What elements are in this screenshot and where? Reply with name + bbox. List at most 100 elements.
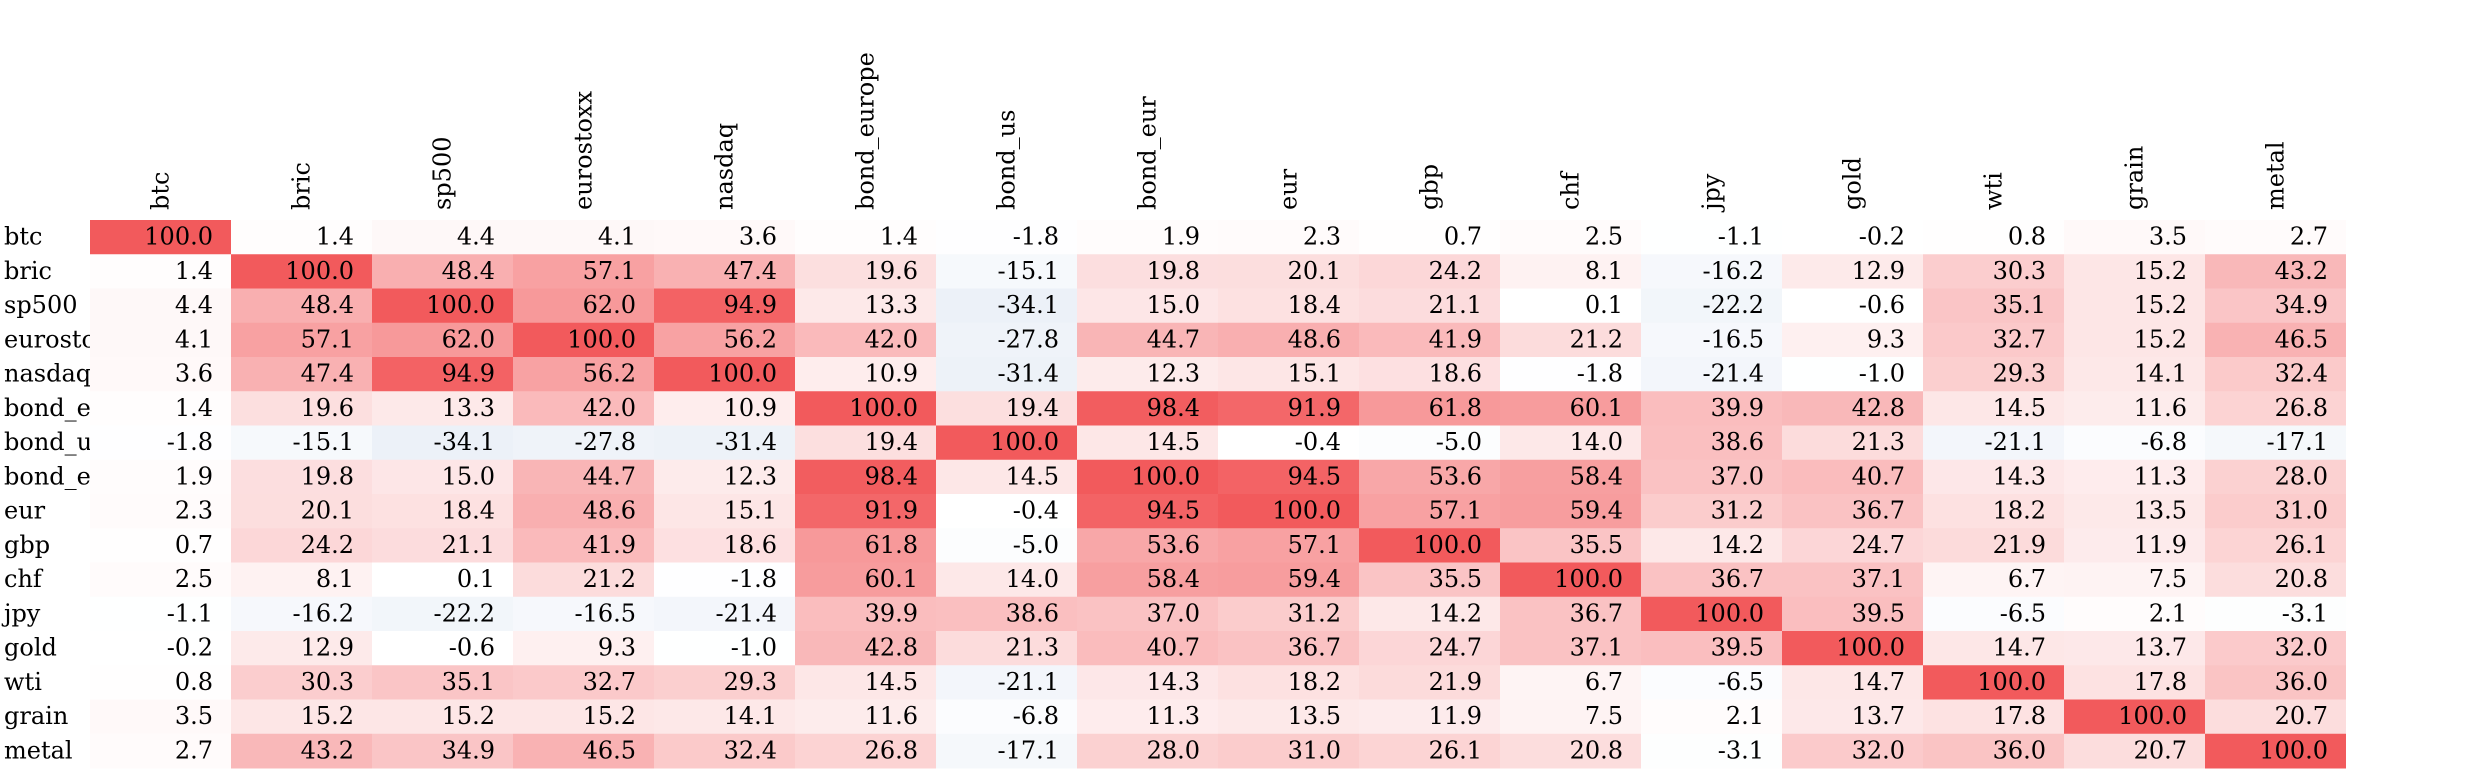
- cell-value-nasdaq-bric: 47.4: [301, 360, 354, 388]
- cell-value-eur-eur: 100.0: [1272, 497, 1341, 525]
- heatmap-cell-metal-gold: [1782, 733, 1923, 769]
- heatmap-cell-wti-bond_europe: [795, 665, 936, 700]
- heatmap-cell-bond_eur-sp500: [372, 459, 513, 495]
- heatmap-cell-chf-bond_eur: [1077, 562, 1218, 598]
- column-label-bond_us: bond_us: [993, 110, 1021, 210]
- cell-value-bric-gbp: 24.2: [1429, 257, 1482, 285]
- heatmap-cell-bond_europe-nasdaq: [654, 391, 795, 426]
- heatmap-cell-sp500-bond_us: [936, 288, 1077, 324]
- cell-value-eur-bric: 20.1: [301, 497, 354, 525]
- row-label-sp500: sp500: [4, 291, 78, 319]
- cell-value-metal-bond_europe: 26.8: [865, 736, 918, 764]
- cell-value-wti-bond_us: -21.1: [997, 668, 1059, 696]
- cell-value-bond_us-gbp: -5.0: [1436, 428, 1482, 456]
- cell-value-gbp-btc: 0.7: [175, 531, 213, 559]
- cell-value-gbp-sp500: 21.1: [442, 531, 495, 559]
- row-label-btc: btc: [4, 223, 42, 251]
- heatmap-cell-gold-btc: [90, 631, 231, 666]
- heatmap-cell-bric-btc: [90, 254, 231, 289]
- heatmap-cell-chf-btc: [90, 562, 231, 598]
- heatmap-cell-bond_europe-eur: [1218, 391, 1359, 426]
- cell-value-bric-eur: 20.1: [1288, 257, 1341, 285]
- cell-value-eur-sp500: 18.4: [442, 497, 495, 525]
- cell-value-chf-bric: 8.1: [316, 565, 354, 593]
- cell-value-bric-sp500: 48.4: [442, 257, 495, 285]
- column-label-metal: metal: [2262, 141, 2290, 210]
- heatmap-cell-chf-bric: [231, 562, 372, 598]
- cell-value-grain-jpy: 2.1: [1726, 702, 1764, 730]
- cell-value-bric-grain: 15.2: [2134, 257, 2187, 285]
- cell-value-bond_us-btc: -1.8: [167, 428, 213, 456]
- cell-value-btc-eur: 2.3: [1303, 223, 1341, 251]
- cell-value-chf-gbp: 35.5: [1429, 565, 1482, 593]
- column-label-bric: bric: [288, 162, 316, 210]
- cell-value-eur-bond_eur: 94.5: [1147, 497, 1200, 525]
- heatmap-cell-bond_us-grain: [2064, 425, 2205, 461]
- heatmap-cell-nasdaq-chf: [1500, 357, 1641, 392]
- cell-value-jpy-sp500: -22.2: [433, 599, 495, 627]
- cell-value-bond_europe-btc: 1.4: [175, 394, 213, 422]
- cell-value-bond_europe-gbp: 61.8: [1429, 394, 1482, 422]
- cell-value-bric-bond_eur: 19.8: [1147, 257, 1200, 285]
- cell-value-eur-nasdaq: 15.1: [724, 497, 777, 525]
- cell-value-metal-gold: 32.0: [1852, 736, 1905, 764]
- cell-value-eur-grain: 13.5: [2134, 497, 2187, 525]
- cell-value-grain-eurostoxx: 15.2: [583, 702, 636, 730]
- heatmap-cell-nasdaq-btc: [90, 357, 231, 392]
- cell-value-metal-wti: 36.0: [1993, 736, 2046, 764]
- heatmap-cell-sp500-nasdaq: [654, 288, 795, 324]
- heatmap-cell-gbp-eurostoxx: [513, 528, 654, 563]
- heatmap-cell-gbp-bond_eur: [1077, 528, 1218, 563]
- heatmap-cell-bond_europe-eurostoxx: [513, 391, 654, 426]
- heatmap-cell-bric-bond_eur: [1077, 254, 1218, 289]
- cell-value-sp500-btc: 4.4: [175, 291, 213, 319]
- heatmap-cell-eur-jpy: [1641, 494, 1782, 529]
- heatmap-cell-bond_europe-jpy: [1641, 391, 1782, 426]
- cell-value-bond_us-nasdaq: -31.4: [715, 428, 777, 456]
- heatmap-cell-sp500-bric: [231, 288, 372, 324]
- cell-value-jpy-eur: 31.2: [1288, 599, 1341, 627]
- heatmap-cell-gbp-chf: [1500, 528, 1641, 563]
- heatmap-cell-jpy-wti: [1923, 596, 2064, 632]
- cell-value-metal-sp500: 34.9: [442, 736, 495, 764]
- cell-value-bond_eur-gbp: 53.6: [1429, 462, 1482, 490]
- heatmap-cell-sp500-eurostoxx: [513, 288, 654, 324]
- heatmap-cell-wti-btc: [90, 665, 231, 700]
- heatmap-cell-wti-gold: [1782, 665, 1923, 700]
- cell-value-grain-grain: 100.0: [2118, 702, 2187, 730]
- heatmap-cell-grain-bond_europe: [795, 699, 936, 735]
- heatmap-cell-btc-bond_europe: [795, 220, 936, 255]
- cell-value-grain-bond_europe: 11.6: [865, 702, 918, 730]
- heatmap-cell-grain-btc: [90, 699, 231, 735]
- heatmap-cell-sp500-gbp: [1359, 288, 1500, 324]
- heatmap-cell-gold-gbp: [1359, 631, 1500, 666]
- column-label-gbp: gbp: [1416, 164, 1444, 210]
- cell-value-bond_europe-eurostoxx: 42.0: [583, 394, 636, 422]
- heatmap-cell-eurostoxx-metal: [2205, 322, 2346, 358]
- heatmap-cells: 100.0 1.4 4.4 4.1 3.6 1.4 -1.8 1.9 2.3 0.7 2.5 -1.1…: [90, 220, 2346, 769]
- heatmap-cell-bond_us-bric: [231, 425, 372, 461]
- cell-value-btc-btc: 100.0: [144, 223, 213, 251]
- heatmap-cell-eurostoxx-bond_europe: [795, 322, 936, 358]
- heatmap-cell-metal-bond_eur: [1077, 733, 1218, 769]
- heatmap-cell-bond_us-nasdaq: [654, 425, 795, 461]
- heatmap-cell-bond_europe-btc: [90, 391, 231, 426]
- heatmap-cell-eurostoxx-eur: [1218, 322, 1359, 358]
- heatmap-cell-eurostoxx-eurostoxx: [513, 322, 654, 358]
- heatmap-cell-gbp-bond_us: [936, 528, 1077, 563]
- heatmap-cell-gbp-nasdaq: [654, 528, 795, 563]
- heatmap-cell-grain-nasdaq: [654, 699, 795, 735]
- cell-value-eur-metal: 31.0: [2275, 497, 2328, 525]
- heatmap-cell-eurostoxx-jpy: [1641, 322, 1782, 358]
- cell-value-bric-bond_europe: 19.6: [865, 257, 918, 285]
- cell-value-sp500-bond_europe: 13.3: [865, 291, 918, 319]
- heatmap-cell-grain-bric: [231, 699, 372, 735]
- cell-value-sp500-gold: -0.6: [1859, 291, 1905, 319]
- heatmap-cell-nasdaq-grain: [2064, 357, 2205, 392]
- cell-value-gbp-eur: 57.1: [1288, 531, 1341, 559]
- cell-value-bond_us-bond_us: 100.0: [990, 428, 1059, 456]
- heatmap-cell-bric-grain: [2064, 254, 2205, 289]
- cell-value-chf-nasdaq: -1.8: [731, 565, 777, 593]
- heatmap-cell-btc-eurostoxx: [513, 220, 654, 255]
- cell-value-wti-chf: 6.7: [1585, 668, 1623, 696]
